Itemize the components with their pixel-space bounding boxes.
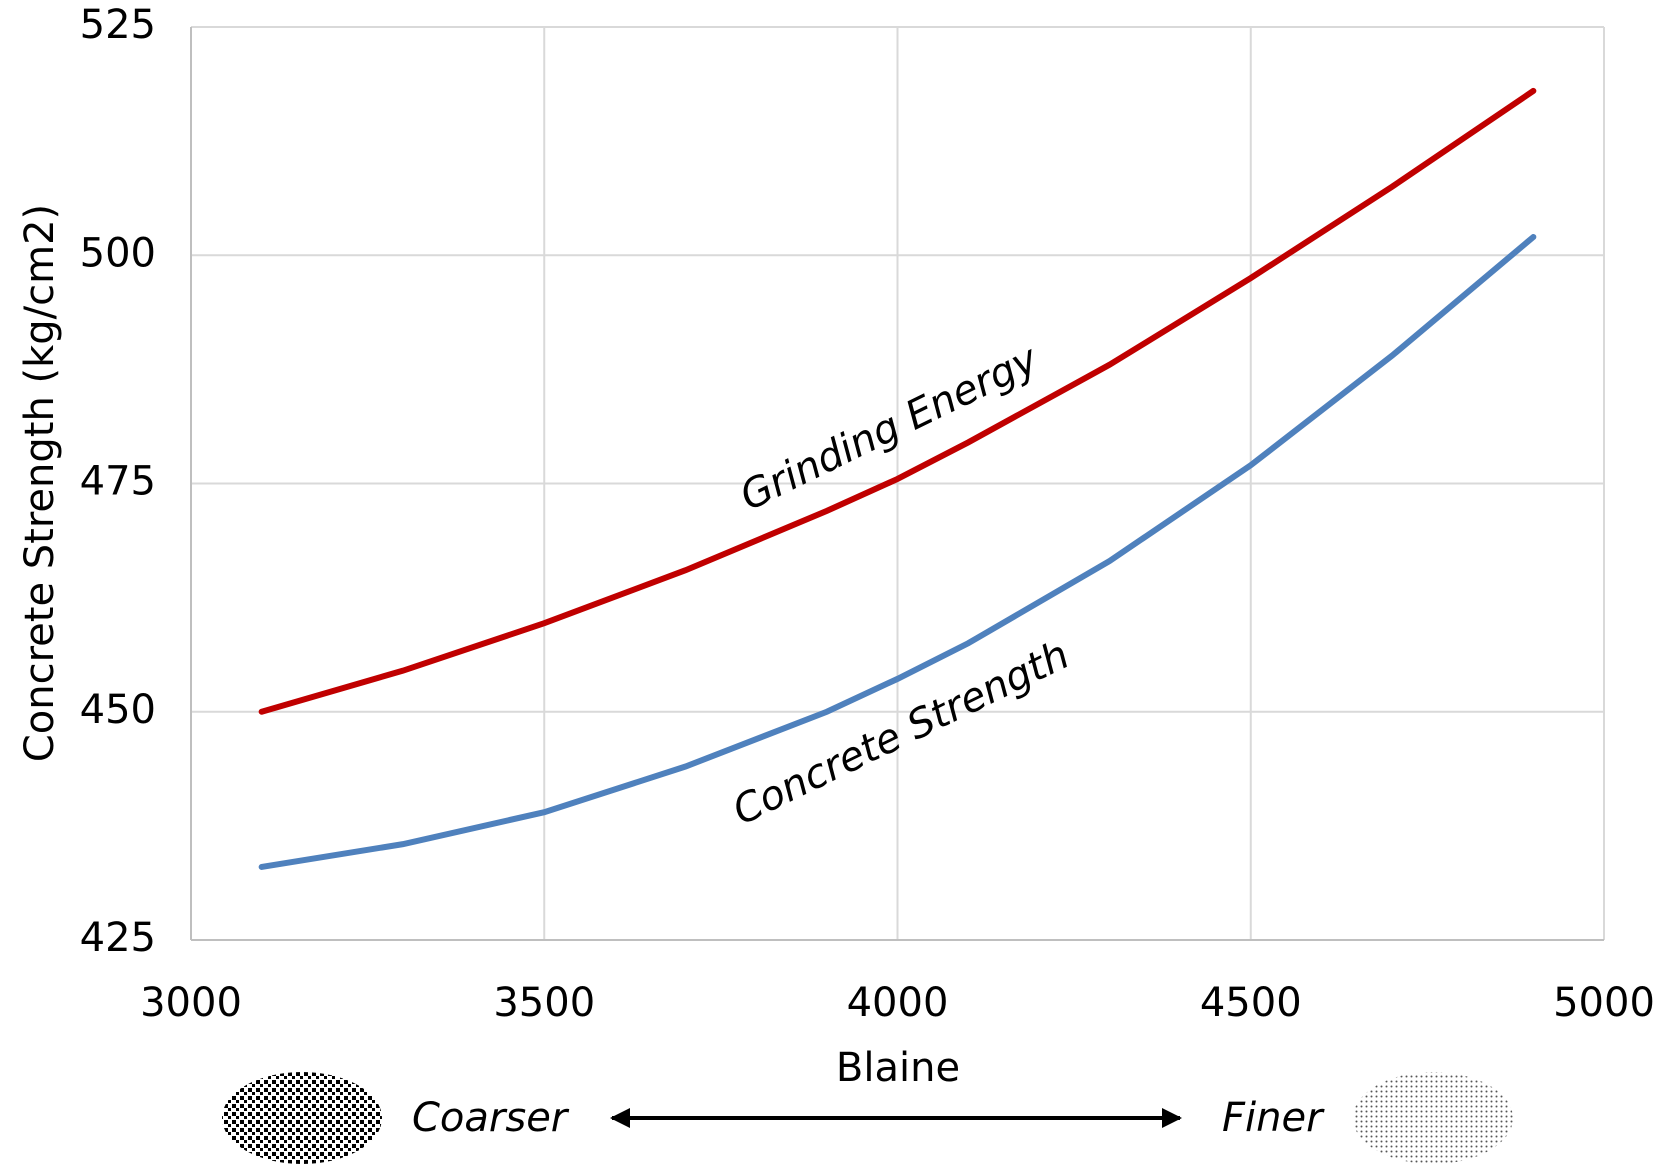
- y-tick-label: 500: [80, 230, 156, 276]
- series-line: [258, 233, 1537, 870]
- y-tick-label: 450: [80, 687, 156, 733]
- series-line: [258, 87, 1537, 715]
- coarse-icon: [222, 1072, 382, 1164]
- x-tick-label: 4000: [847, 980, 949, 1026]
- finer-label: Finer: [1222, 1095, 1325, 1141]
- y-tick-label: 425: [80, 915, 156, 961]
- coarser-label: Coarser: [412, 1095, 570, 1141]
- x-tick-label: 3500: [493, 980, 595, 1026]
- y-tick-label: 475: [80, 459, 156, 505]
- y-axis-title: Concrete Strength (kg/cm2): [17, 204, 63, 762]
- fine-icon: [1353, 1072, 1513, 1164]
- x-axis-title: Blaine: [836, 1045, 960, 1091]
- x-tick-label: 3000: [140, 980, 242, 1026]
- y-tick-label: 525: [80, 2, 156, 48]
- x-tick-label: 5000: [1553, 980, 1655, 1026]
- x-tick-label: 4500: [1200, 980, 1302, 1026]
